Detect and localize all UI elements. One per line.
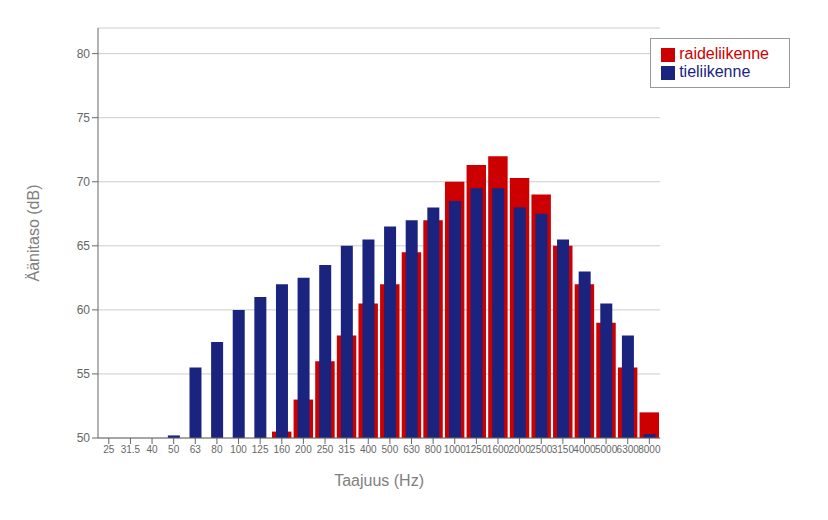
html-text:tieliikenne: tieliikenne xyxy=(679,63,751,80)
svg-text:60: 60 xyxy=(77,303,91,317)
svg-text:125: 125 xyxy=(252,444,269,455)
svg-text:40: 40 xyxy=(146,444,158,455)
svg-text:630: 630 xyxy=(403,444,420,455)
svg-text:250: 250 xyxy=(317,444,334,455)
svg-text:25: 25 xyxy=(103,444,115,455)
svg-text:800: 800 xyxy=(425,444,442,455)
svg-text:75: 75 xyxy=(77,111,91,125)
svg-text:2000: 2000 xyxy=(508,444,531,455)
svg-text:1000: 1000 xyxy=(444,444,467,455)
svg-text:50: 50 xyxy=(77,431,91,445)
svg-text:80: 80 xyxy=(77,47,91,61)
svg-text:31.5: 31.5 xyxy=(121,444,141,455)
svg-text:315: 315 xyxy=(338,444,355,455)
svg-text:50: 50 xyxy=(168,444,180,455)
svg-text:Taajuus (Hz): Taajuus (Hz) xyxy=(334,472,424,489)
svg-text:4000: 4000 xyxy=(573,444,596,455)
svg-text:80: 80 xyxy=(211,444,223,455)
svg-text:1600: 1600 xyxy=(487,444,510,455)
svg-text:200: 200 xyxy=(295,444,312,455)
svg-text:500: 500 xyxy=(382,444,399,455)
svg-text:65: 65 xyxy=(77,239,91,253)
svg-text:Äänitaso (dB): Äänitaso (dB) xyxy=(25,185,42,282)
svg-text:1250: 1250 xyxy=(465,444,488,455)
svg-text:70: 70 xyxy=(77,175,91,189)
svg-text:3150: 3150 xyxy=(552,444,575,455)
svg-text:55: 55 xyxy=(77,367,91,381)
svg-text:63: 63 xyxy=(190,444,202,455)
svg-text:160: 160 xyxy=(273,444,290,455)
html-text:raideliikenne: raideliikenne xyxy=(679,45,769,62)
svg-text:8000: 8000 xyxy=(638,444,661,455)
svg-text:5000: 5000 xyxy=(595,444,618,455)
svg-text:100: 100 xyxy=(230,444,247,455)
svg-text:400: 400 xyxy=(360,444,377,455)
svg-text:2500: 2500 xyxy=(530,444,553,455)
svg-text:6300: 6300 xyxy=(617,444,640,455)
